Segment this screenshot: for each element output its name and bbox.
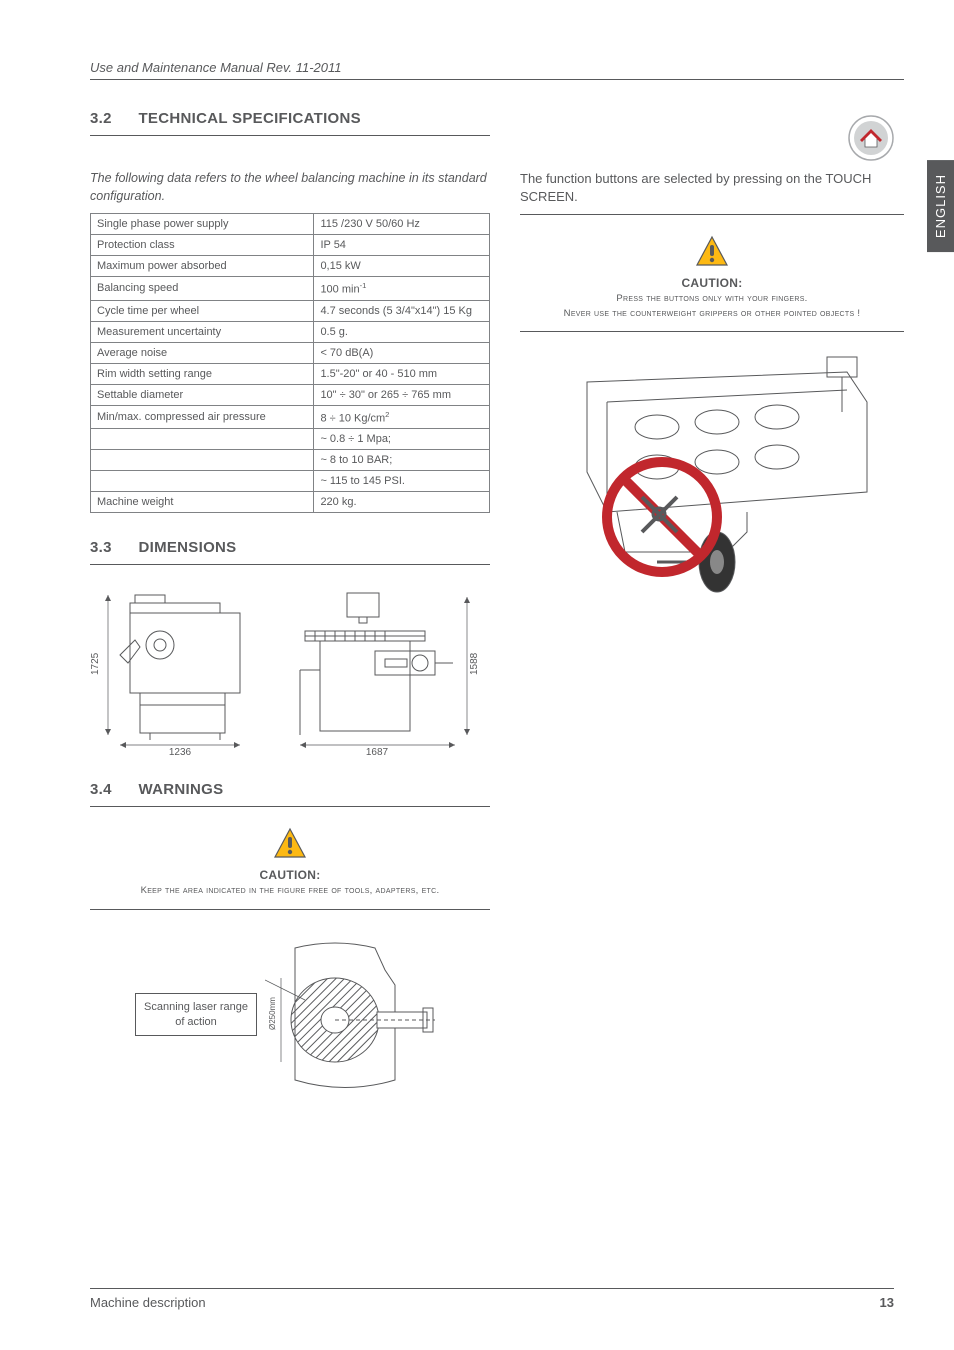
touchscreen-intro: The function buttons are selected by pre… [520,170,904,206]
table-row: Cycle time per wheel4.7 seconds (5 3/4"x… [91,300,490,321]
dimensions-figures: 1725 1236 [90,585,490,755]
caution-line1: Press the buttons only with your fingers… [616,293,807,304]
footer-page-number: 13 [880,1295,894,1310]
laser-range-label: Scanning laser range of action [135,993,257,1036]
section-heading: WARNINGS [138,781,223,798]
caution-block-1: CAUTION: Keep the area indicated in the … [90,827,490,909]
table-cell: Average noise [91,342,314,363]
table-cell: Machine weight [91,492,314,513]
laser-label-line2: of action [175,1016,217,1028]
warning-triangle-icon [695,235,729,272]
dim-h-right: 1588 [469,653,480,676]
table-cell: 115 /230 V 50/60 Hz [314,214,490,235]
table-cell [91,429,314,450]
table-cell: Maximum power absorbed [91,256,314,277]
table-cell: Min/max. compressed air pressure [91,405,314,429]
laser-diam-label: Ø250mm [268,996,277,1029]
table-cell: Rim width setting range [91,363,314,384]
table-row: Min/max. compressed air pressure8 ÷ 10 K… [91,405,490,429]
table-row: Rim width setting range1.5"-20" or 40 - … [91,363,490,384]
dim-w-left: 1236 [169,747,192,755]
table-cell: Settable diameter [91,384,314,405]
section-num: 3.3 [90,539,134,556]
prohibition-figure [520,352,904,607]
table-cell: IP 54 [314,235,490,256]
machine-side-figure: 1588 [285,585,480,755]
table-row: Single phase power supply115 /230 V 50/6… [91,214,490,235]
section-rule [90,135,490,136]
table-cell [91,450,314,471]
section-heading: DIMENSIONS [138,539,236,556]
table-row: Maximum power absorbed0,15 kW [91,256,490,277]
section-title-warnings: 3.4 WARNINGS [90,781,490,798]
laser-label-line1: Scanning laser range [144,1001,248,1013]
machine-front-figure: 1725 1236 [90,585,265,755]
header-title: Use and Maintenance Manual Rev. 11-2011 [90,60,342,75]
spec-table: Single phase power supply115 /230 V 50/6… [90,213,490,513]
table-cell: 220 kg. [314,492,490,513]
language-tab-label: ENGLISH [933,174,948,238]
table-row: Settable diameter10" ÷ 30" or 265 ÷ 765 … [91,384,490,405]
table-cell: Cycle time per wheel [91,300,314,321]
table-row: ~ 0.8 ÷ 1 Mpa; [91,429,490,450]
table-cell: Single phase power supply [91,214,314,235]
footer-left: Machine description [90,1295,206,1310]
table-row: ~ 115 to 145 PSI. [91,471,490,492]
left-column: 3.2 TECHNICAL SPECIFICATIONS The followi… [90,110,490,1100]
section-rule [90,564,490,565]
table-row: Balancing speed100 min-1 [91,277,490,301]
section-title-dimensions: 3.3 DIMENSIONS [90,539,490,556]
table-cell: ~ 0.8 ÷ 1 Mpa; [314,429,490,450]
table-cell: 100 min-1 [314,277,490,301]
caution-label: CAUTION: [520,276,904,290]
page-footer: Machine description 13 [90,1288,894,1310]
table-row: ~ 8 to 10 BAR; [91,450,490,471]
table-row: Machine weight220 kg. [91,492,490,513]
right-column: The function buttons are selected by pre… [520,110,904,1100]
table-row: Average noise< 70 dB(A) [91,342,490,363]
caution-block-2: CAUTION: Press the buttons only with you… [520,235,904,332]
section-rule [520,214,904,215]
warning-triangle-icon [273,827,307,864]
table-cell: 4.7 seconds (5 3/4"x14") 15 Kg [314,300,490,321]
table-cell: 0.5 g. [314,321,490,342]
caution-label: CAUTION: [90,868,490,882]
table-cell: < 70 dB(A) [314,342,490,363]
tech-spec-intro: The following data refers to the wheel b… [90,170,490,205]
table-cell: Measurement uncertainty [91,321,314,342]
caution-line2: Never use the counterweight grippers or … [564,308,861,319]
table-row: Protection classIP 54 [91,235,490,256]
table-row: Measurement uncertainty0.5 g. [91,321,490,342]
section-rule [90,806,490,807]
home-icon[interactable] [848,115,894,161]
language-tab: ENGLISH [927,160,954,252]
table-cell: ~ 115 to 145 PSI. [314,471,490,492]
table-cell [91,471,314,492]
section-heading: TECHNICAL SPECIFICATIONS [138,110,361,127]
table-cell: 1.5"-20" or 40 - 510 mm [314,363,490,384]
table-cell: 10" ÷ 30" or 265 ÷ 765 mm [314,384,490,405]
table-cell: Protection class [91,235,314,256]
dim-h-left: 1725 [90,653,101,676]
dim-w-right: 1687 [366,747,389,755]
section-num: 3.2 [90,110,134,127]
page-header: Use and Maintenance Manual Rev. 11-2011 [90,60,904,80]
table-cell: Balancing speed [91,277,314,301]
table-cell: 8 ÷ 10 Kg/cm2 [314,405,490,429]
caution-text: Keep the area indicated in the figure fr… [90,884,490,909]
laser-figure: Scanning laser range of action Ø250mm [90,930,490,1100]
caution-text: Press the buttons only with your fingers… [520,292,904,332]
section-title-tech-spec: 3.2 TECHNICAL SPECIFICATIONS [90,110,490,127]
table-cell: ~ 8 to 10 BAR; [314,450,490,471]
section-num: 3.4 [90,781,134,798]
table-cell: 0,15 kW [314,256,490,277]
